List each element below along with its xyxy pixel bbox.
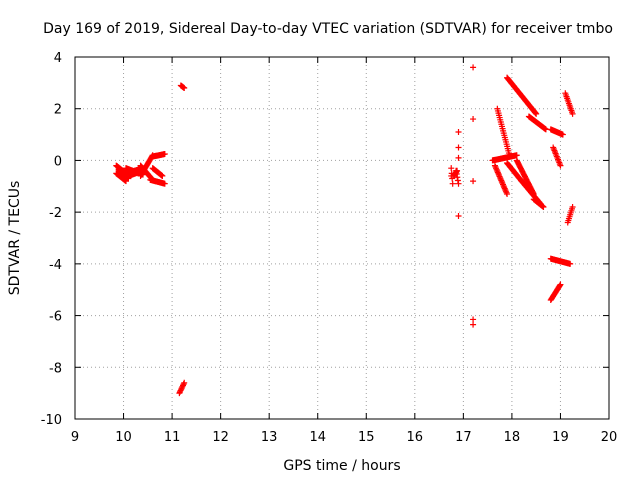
x-tick-label: 9 [71,430,79,445]
data-point [540,203,547,210]
y-tick-label: -10 [41,413,62,428]
data-point [470,178,477,185]
y-tick-label: -8 [49,361,62,376]
y-tick-label: 4 [54,51,62,66]
data-point [455,128,462,135]
x-tick-label: 10 [115,430,132,445]
data-point [455,144,462,151]
y-tick-label: 2 [54,103,62,118]
data-point [470,64,477,71]
grid [75,57,609,419]
x-tick-label: 13 [261,430,278,445]
data-point [455,213,462,220]
data-point [533,110,540,117]
data-point [454,174,461,181]
plot-frame [74,56,610,420]
x-tick-label: 11 [164,430,181,445]
data-point [454,177,461,184]
x-tick-label: 19 [552,430,569,445]
data-point [181,85,188,92]
x-tick-label: 12 [212,430,229,445]
x-tick-label: 14 [309,430,326,445]
data-point [161,150,168,157]
y-tick-label: -6 [49,310,62,325]
x-axis-label: GPS time / hours [283,458,400,474]
data-point [455,180,462,187]
data-point [470,116,477,123]
data-point [470,321,477,328]
data-point [448,172,455,179]
data-point [181,379,188,386]
data-point [569,203,576,210]
y-tick-label: 0 [54,154,62,169]
y-tick-label: -4 [49,258,62,273]
data-point [448,165,455,172]
data-point [557,162,564,169]
x-tick-label: 18 [504,430,521,445]
data-points [113,64,576,397]
data-point [559,131,566,138]
data-point [449,180,456,187]
y-tick-label: -2 [49,206,62,221]
data-point [557,281,564,288]
data-point [567,260,574,267]
data-point [161,180,168,187]
data-point [504,191,511,198]
data-point [180,381,187,388]
x-tick-label: 17 [455,430,472,445]
chart-title: Day 169 of 2019, Sidereal Day-to-day VTE… [43,21,613,37]
data-point [513,152,520,159]
data-point [159,172,166,179]
x-tick-label: 16 [407,430,424,445]
data-point [569,110,576,117]
data-point [455,154,462,161]
x-tick-label: 20 [601,430,618,445]
data-point [470,316,477,323]
x-tick-label: 15 [358,430,375,445]
data-point [454,167,461,174]
y-axis-label: SDTVAR / TECUs [7,181,23,296]
